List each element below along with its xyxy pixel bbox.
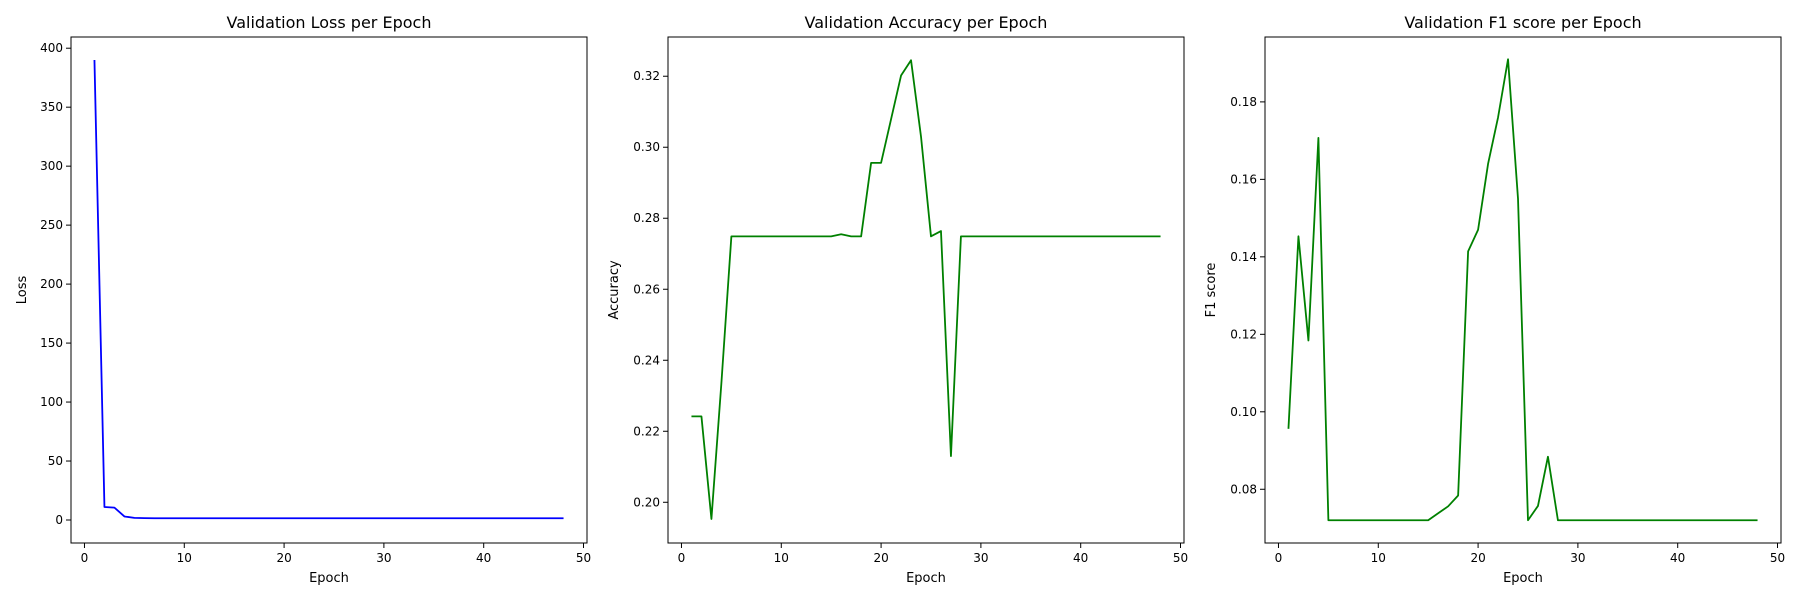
f1-y-tick-label: 0.10 [1230, 405, 1257, 419]
f1-x-tick-label: 0 [1275, 551, 1283, 565]
accuracy-x-tick-label: 50 [1173, 551, 1188, 565]
f1-chart-panel: Validation F1 score per Epoch Epoch F1 s… [1204, 13, 1785, 586]
loss-axes-frame [70, 36, 588, 544]
loss-y-tick-label: 100 [40, 395, 63, 409]
accuracy-y-tick-label: 0.30 [633, 140, 660, 154]
f1-y-tick-label: 0.16 [1230, 172, 1257, 186]
loss-y-tick-label: 0 [55, 513, 63, 527]
accuracy-x-tick-label: 40 [1073, 551, 1088, 565]
accuracy-x-tick-label: 30 [973, 551, 988, 565]
loss-y-tick-label: 250 [40, 218, 63, 232]
f1-series-line-0 [1287, 58, 1758, 522]
f1-x-tick-label: 40 [1670, 551, 1685, 565]
loss-series-line-0 [93, 59, 564, 520]
f1-x-tick-label: 30 [1570, 551, 1585, 565]
loss-y-tick-label: 50 [48, 454, 63, 468]
loss-y-tick-label: 300 [40, 159, 63, 173]
accuracy-chart-title: Validation Accuracy per Epoch [805, 13, 1048, 32]
f1-y-tick-label: 0.18 [1230, 95, 1257, 109]
loss-y-axis-label: Loss [15, 276, 30, 305]
f1-axes-frame [1264, 36, 1782, 544]
accuracy-x-axis-label: Epoch [906, 571, 946, 586]
loss-x-axis-label: Epoch [309, 571, 349, 586]
accuracy-x-tick-label: 20 [873, 551, 888, 565]
loss-y-tick-label: 400 [40, 41, 63, 55]
f1-x-axis-label: Epoch [1503, 571, 1543, 586]
loss-x-tick-label: 40 [476, 551, 491, 565]
loss-x-tick-label: 30 [376, 551, 391, 565]
accuracy-y-tick-label: 0.20 [633, 495, 660, 509]
f1-x-tick-label: 20 [1470, 551, 1485, 565]
accuracy-y-tick-label: 0.28 [633, 211, 660, 225]
accuracy-y-tick-label: 0.26 [633, 282, 660, 296]
loss-x-tick-label: 50 [576, 551, 591, 565]
accuracy-series-line-0 [691, 59, 1161, 520]
loss-chart-panel: Validation Loss per Epoch Epoch Loss 0 10… [15, 13, 591, 586]
accuracy-x-tick-label: 10 [774, 551, 789, 565]
f1-chart-title: Validation F1 score per Epoch [1404, 13, 1641, 32]
accuracy-axes-frame [667, 36, 1185, 544]
f1-y-tick-label: 0.12 [1230, 327, 1257, 341]
f1-y-tick-label: 0.08 [1230, 482, 1257, 496]
loss-x-tick-label: 10 [177, 551, 192, 565]
loss-x-tick-label: 20 [276, 551, 291, 565]
f1-y-axis-label: F1 score [1204, 263, 1219, 318]
accuracy-y-tick-label: 0.22 [633, 424, 660, 438]
loss-y-tick-label: 200 [40, 277, 63, 291]
accuracy-y-tick-label: 0.32 [633, 69, 660, 83]
f1-x-tick-label: 10 [1371, 551, 1386, 565]
loss-chart-title: Validation Loss per Epoch [227, 13, 432, 32]
loss-y-tick-label: 150 [40, 336, 63, 350]
f1-y-tick-label: 0.14 [1230, 250, 1257, 264]
accuracy-chart-panel: Validation Accuracy per Epoch Epoch Accu… [607, 13, 1188, 586]
accuracy-y-axis-label: Accuracy [607, 260, 622, 320]
f1-x-tick-label: 50 [1770, 551, 1785, 565]
accuracy-y-tick-label: 0.24 [633, 353, 660, 367]
loss-y-tick-label: 350 [40, 100, 63, 114]
accuracy-x-tick-label: 0 [678, 551, 686, 565]
loss-x-tick-label: 0 [81, 551, 89, 565]
